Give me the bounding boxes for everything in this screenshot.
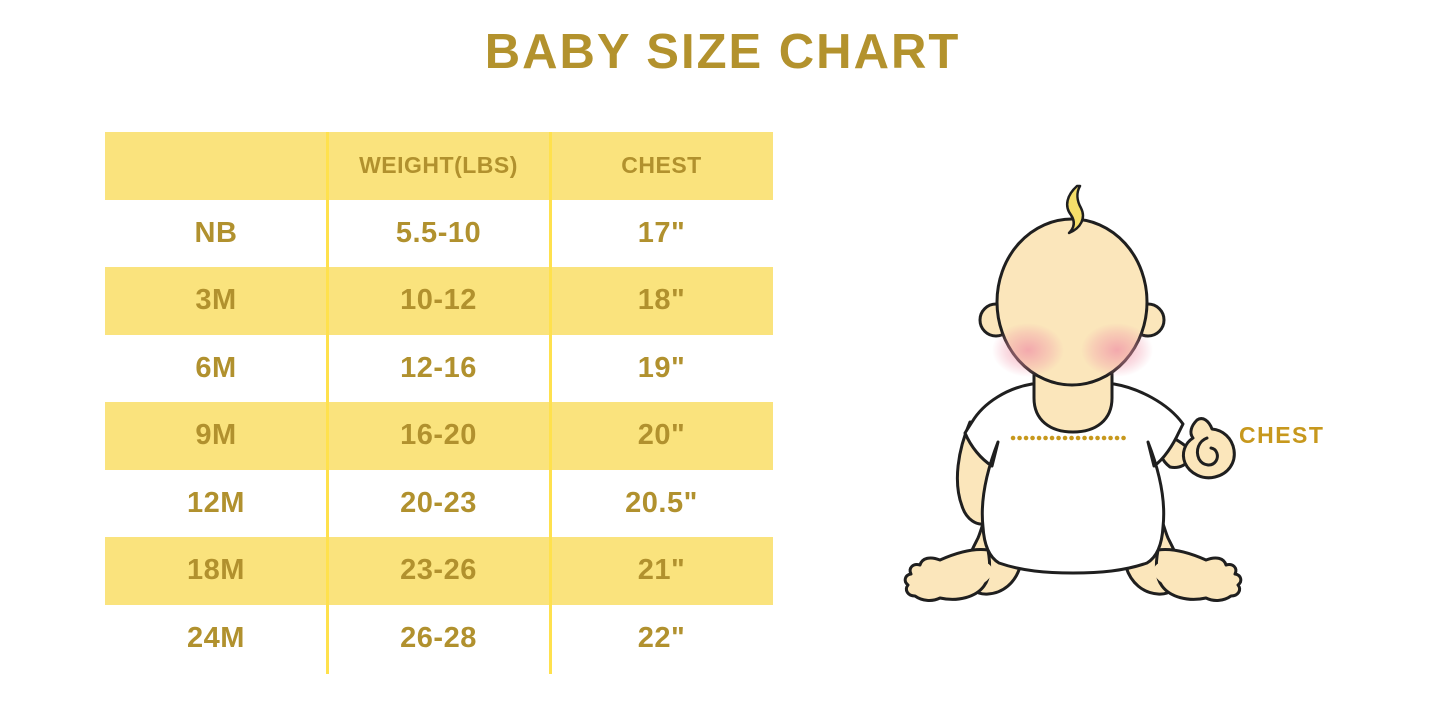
weight-cell: 26-28 xyxy=(400,621,477,654)
table-row: 9M 16-20 20" xyxy=(105,402,773,470)
chest-cell: 21" xyxy=(637,554,686,587)
chest-measurement-label: CHEST xyxy=(1239,422,1325,448)
size-cell: 24M xyxy=(187,621,245,654)
baby-blush-left xyxy=(992,323,1064,377)
weight-cell: 20-23 xyxy=(400,486,477,519)
baby-illustration xyxy=(870,170,1350,650)
baby-body-shirt xyxy=(963,382,1185,575)
header-cell-weight: WEIGHT(LBS) xyxy=(359,152,518,179)
chest-cell: 22" xyxy=(637,621,686,654)
chest-cell: 18" xyxy=(637,284,686,317)
weight-cell: 16-20 xyxy=(400,419,477,452)
table-header-row: WEIGHT(LBS) CHEST xyxy=(105,132,773,200)
column-divider xyxy=(326,132,329,674)
baby-blush-right xyxy=(1081,323,1153,377)
baby-fist-right xyxy=(1181,417,1236,480)
size-cell: 18M xyxy=(187,554,245,587)
baby-size-table: WEIGHT(LBS) CHEST NB 5.5-10 17" 3M 10-12… xyxy=(105,132,773,674)
baby-foot-right xyxy=(1154,548,1243,602)
table-row: 24M 26-28 22" xyxy=(105,605,773,673)
baby-foot-left xyxy=(903,548,992,602)
page-title: BABY SIZE CHART xyxy=(484,25,961,79)
chest-cell: 20.5" xyxy=(625,486,698,519)
weight-cell: 10-12 xyxy=(400,284,477,317)
column-divider xyxy=(549,132,552,674)
chest-cell: 17" xyxy=(637,216,686,249)
header-cell-size xyxy=(105,132,327,200)
baby-hair-curl xyxy=(1065,184,1085,235)
weight-cell: 23-26 xyxy=(400,554,477,587)
table-row: 12M 20-23 20.5" xyxy=(105,470,773,538)
table-row: 18M 23-26 21" xyxy=(105,537,773,605)
chest-cell: 19" xyxy=(637,351,686,384)
size-cell: 12M xyxy=(187,486,245,519)
size-cell: 9M xyxy=(195,419,237,452)
chest-cell: 20" xyxy=(637,419,686,452)
baby-figure-svg xyxy=(903,184,1243,602)
size-cell: 6M xyxy=(195,351,237,384)
table-row: 6M 12-16 19" xyxy=(105,335,773,403)
table-row: 3M 10-12 18" xyxy=(105,267,773,335)
header-cell-chest: CHEST xyxy=(621,152,702,179)
size-cell: NB xyxy=(194,216,238,249)
weight-cell: 12-16 xyxy=(400,351,477,384)
size-cell: 3M xyxy=(195,284,237,317)
table-row: NB 5.5-10 17" xyxy=(105,200,773,268)
weight-cell: 5.5-10 xyxy=(395,216,482,249)
